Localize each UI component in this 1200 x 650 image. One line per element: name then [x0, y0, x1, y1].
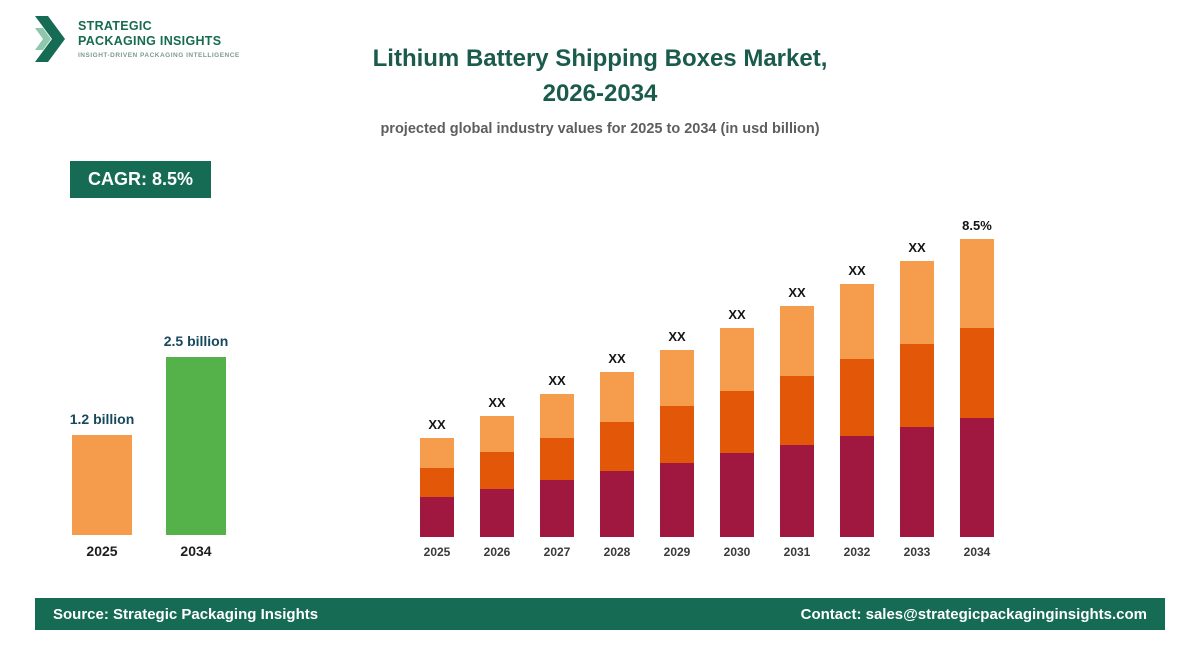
growth-year-label: 2034 [180, 543, 212, 559]
bar-segment-upper [780, 306, 814, 376]
page-title-line1: Lithium Battery Shipping Boxes Market, [372, 45, 828, 72]
bar-value-label: XX [788, 285, 806, 301]
bar-value-label: XX [548, 373, 566, 389]
stacked-bar-group: 8.5% 2034 [960, 218, 994, 559]
bar-segment-middle [840, 359, 874, 436]
bar-segment-upper [960, 239, 994, 329]
stacked-bar [900, 261, 934, 537]
bar-segment-lower [720, 453, 754, 537]
bar-segment-middle [420, 467, 454, 498]
bar-segment-middle [540, 437, 574, 481]
bar-segment-lower [840, 435, 874, 537]
bar-segment-middle [720, 390, 754, 454]
stacked-bar-group: XX 2027 [540, 373, 574, 559]
stacked-bar-group: XX 2032 [840, 263, 874, 559]
bar-segment-lower [960, 417, 994, 537]
bar-segment-middle [900, 343, 934, 427]
bar-value-label: XX [608, 351, 626, 367]
bar-segment-upper [840, 284, 874, 360]
stacked-bar [960, 239, 994, 537]
bar-segment-lower [660, 462, 694, 537]
bar-segment-upper [420, 438, 454, 468]
stacked-bar [600, 372, 634, 537]
footer-banner: Source: Strategic Packaging Insights Con… [35, 598, 1165, 630]
growth-value-label: 1.2 billion [69, 411, 135, 427]
bar-segment-middle [780, 375, 814, 446]
footer-source: Source: Strategic Packaging Insights [53, 605, 319, 623]
bar-segment-upper [900, 261, 934, 344]
growth-bar [166, 357, 226, 535]
stacked-bar-group: XX 2030 [720, 307, 754, 559]
page-subtitle: projected global industry values for 202… [380, 120, 820, 137]
cagr-badge: CAGR: 8.5% [70, 161, 212, 198]
bar-segment-upper [540, 394, 574, 438]
bar-value-label: XX [668, 329, 686, 345]
stacked-bar-chart: XX 2025 XX 2026 XX 2027 XX 2028 XX 2029 XX 2030 XX 20… [420, 218, 994, 559]
growth-summary-chart: 1.2 billion 2025 2.5 billion 2034 [69, 333, 229, 559]
bar-value-label: XX [848, 263, 866, 279]
stacked-bar-group: XX 2031 [780, 285, 814, 559]
bar-segment-middle [660, 406, 694, 463]
bar-year-label: 2034 [963, 545, 991, 559]
stacked-bar [720, 328, 754, 537]
bar-year-label: 2026 [483, 545, 511, 559]
bar-segment-lower [540, 480, 574, 537]
growth-bar-group: 1.2 billion 2025 [69, 411, 135, 559]
bar-year-label: 2025 [423, 545, 451, 559]
bar-segment-middle [600, 421, 634, 472]
bar-value-label: XX [488, 395, 506, 411]
bar-segment-lower [780, 445, 814, 537]
stacked-bar [540, 394, 574, 537]
bar-segment-upper [720, 328, 754, 391]
stacked-bar-group: XX 2026 [480, 395, 514, 559]
brand-tagline: INSIGHT-DRIVEN PACKAGING INTELLIGENCE [78, 52, 240, 60]
stacked-bar [660, 350, 694, 537]
bar-year-label: 2029 [663, 545, 691, 559]
bar-segment-upper [480, 416, 514, 453]
bar-segment-lower [900, 426, 934, 537]
stacked-bar-group: XX 2025 [420, 417, 454, 559]
bar-segment-upper [600, 372, 634, 422]
bar-segment-lower [480, 488, 514, 537]
bar-year-label: 2032 [843, 545, 871, 559]
bar-year-label: 2033 [903, 545, 931, 559]
stacked-bar-group: XX 2033 [900, 240, 934, 559]
stacked-bar-group: XX 2028 [600, 351, 634, 559]
bar-segment-upper [660, 350, 694, 407]
stacked-bar [420, 438, 454, 537]
page-title-line2: 2026-2034 [542, 79, 658, 107]
brand-name-line1: STRATEGIC [78, 18, 152, 33]
bar-value-label: XX [728, 307, 746, 323]
bar-year-label: 2030 [723, 545, 751, 559]
brand-chevron-icon [35, 16, 65, 62]
brand-name-line2: PACKAGING INSIGHTS [78, 33, 222, 48]
bar-value-label: XX [908, 240, 926, 256]
bar-segment-middle [480, 452, 514, 489]
footer-contact: Contact: sales@strategicpackaginginsight… [800, 605, 1147, 623]
bar-year-label: 2027 [543, 545, 571, 559]
bar-value-label: 8.5% [962, 218, 992, 234]
bar-segment-lower [420, 497, 454, 537]
growth-bar [72, 435, 132, 535]
stacked-bar [780, 306, 814, 537]
stacked-bar [840, 284, 874, 537]
bar-segment-middle [960, 328, 994, 418]
bar-year-label: 2028 [603, 545, 631, 559]
chart-header: Lithium Battery Shipping Boxes Market, 2… [0, 42, 1200, 137]
bar-value-label: XX [428, 417, 446, 433]
bar-year-label: 2031 [783, 545, 811, 559]
growth-value-label: 2.5 billion [163, 333, 229, 349]
growth-bar-group: 2.5 billion 2034 [163, 333, 229, 559]
brand-logo: STRATEGIC PACKAGING INSIGHTS INSIGHT-DRI… [35, 14, 240, 64]
bar-segment-lower [600, 471, 634, 537]
stacked-bar-group: XX 2029 [660, 329, 694, 559]
growth-year-label: 2025 [86, 543, 118, 559]
stacked-bar [480, 416, 514, 537]
